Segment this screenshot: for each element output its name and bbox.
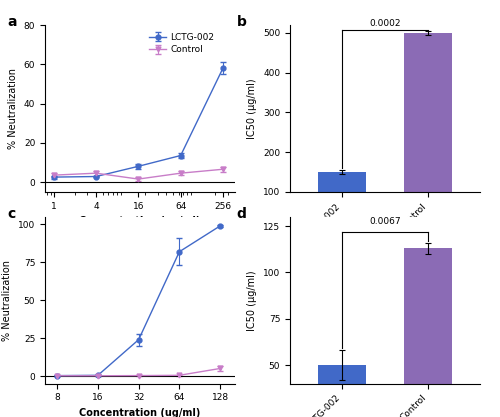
Text: b: b <box>237 15 246 29</box>
X-axis label: Concentration (ug/ml): Concentration (ug/ml) <box>80 408 200 417</box>
Y-axis label: % Neutralization: % Neutralization <box>2 260 12 341</box>
Bar <box>318 365 366 417</box>
Y-axis label: IC50 (μg/ml): IC50 (μg/ml) <box>248 270 258 331</box>
Text: 0.0067: 0.0067 <box>369 217 401 226</box>
Y-axis label: IC50 (μg/ml): IC50 (μg/ml) <box>248 78 258 139</box>
Bar <box>318 172 366 231</box>
Text: c: c <box>7 207 15 221</box>
Bar <box>404 33 452 231</box>
Text: 0.0002: 0.0002 <box>369 19 401 28</box>
Legend: LCTG-002, Control: LCTG-002, Control <box>150 33 214 55</box>
Text: a: a <box>7 15 16 29</box>
X-axis label: Concentration (ug/ml): Concentration (ug/ml) <box>80 216 200 226</box>
Y-axis label: % Neutralization: % Neutralization <box>8 68 18 149</box>
Bar <box>404 249 452 417</box>
Text: d: d <box>237 207 246 221</box>
